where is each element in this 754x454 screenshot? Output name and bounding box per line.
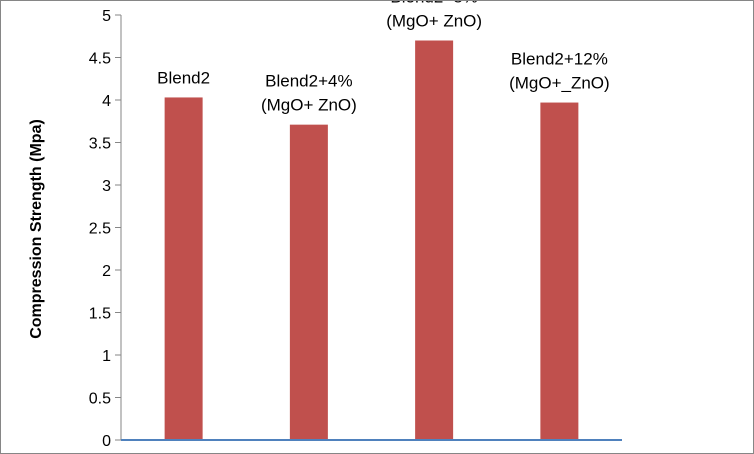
y-tick-label: 2	[102, 263, 111, 280]
bar-data-label: Blend2+4%	[265, 72, 352, 91]
bar-data-label: (MgO+ ZnO)	[261, 96, 357, 115]
bar-blend2-12-	[540, 102, 579, 441]
bar-blend2-4-	[289, 124, 328, 441]
bar-data-label: Blend2+12%	[511, 50, 608, 69]
bar-data-label: (MgO+ ZnO)	[386, 12, 482, 31]
y-tick-label: 3	[102, 178, 111, 195]
y-tick-label: 0	[102, 433, 111, 450]
y-tick-label: 3.5	[89, 136, 111, 153]
y-axis: 0 0.5 1 1.5 2 2.5 3 3.5 4 4.5 5	[89, 8, 122, 450]
y-axis-title: Compression Strength (Mpa)	[28, 119, 45, 339]
bar-data-label: (MgO+_ZnO)	[509, 74, 610, 93]
y-tick-label: 1	[102, 348, 111, 365]
y-tick-label: 4.5	[89, 51, 111, 68]
bar-data-label: Blend2+8%	[390, 1, 477, 7]
y-tick-label: 4	[102, 93, 111, 110]
y-tick-label: 2.5	[89, 221, 111, 238]
data-labels: Blend2 Blend2+4% (MgO+ ZnO) Blend2+8% (MgO+ …	[157, 1, 610, 115]
y-tick-label: 1.5	[89, 306, 111, 323]
bar-blend2-8-	[415, 40, 454, 440]
y-tick-label: 5	[102, 8, 111, 25]
y-tick-label: 0.5	[89, 391, 111, 408]
bar-blend2	[164, 97, 203, 440]
bars	[164, 40, 579, 441]
bar-data-label: Blend2	[157, 68, 210, 87]
